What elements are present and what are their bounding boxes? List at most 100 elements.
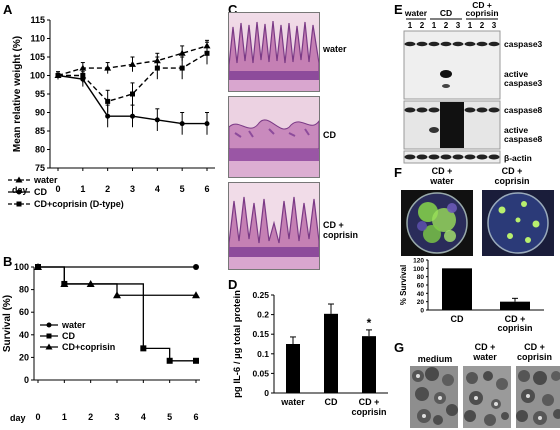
- a-legend-marker: [16, 201, 22, 207]
- a-point: [129, 60, 136, 67]
- histology-water-image: [229, 13, 319, 91]
- e-band: [440, 41, 452, 47]
- e-band: [452, 41, 464, 47]
- b-x-tick-label: 5: [167, 412, 172, 422]
- panel-letter-g: G: [394, 340, 405, 355]
- e-lane-label: 1: [408, 21, 413, 30]
- e-band: [404, 107, 416, 113]
- d-y-tick-label: 0: [264, 388, 269, 398]
- b-x-axis-label: day: [10, 413, 26, 423]
- chart-a-weight: 75808590951001051101150123456dayMean rel…: [8, 15, 215, 209]
- b-point: [193, 357, 199, 364]
- a-x-tick-label: 4: [155, 184, 160, 194]
- e-band: [488, 154, 500, 160]
- b-y-axis-label: Survival (%): [2, 295, 13, 352]
- histology-cd-coprisin: [228, 182, 320, 270]
- f-category-label: CD + coprisin: [497, 314, 532, 333]
- a-y-tick-label: 90: [35, 108, 45, 118]
- a-point: [204, 121, 210, 127]
- e-band-active: [440, 102, 464, 148]
- e-band: [476, 107, 488, 113]
- e-band-label: active caspase3: [504, 69, 543, 88]
- e-lane-label: 3: [492, 21, 497, 30]
- e-group-label: CD: [440, 8, 452, 18]
- e-lane-label: 2: [480, 21, 485, 30]
- b-y-tick-label: 100: [14, 262, 29, 272]
- cell-label-cd-water: CD + water: [473, 342, 497, 362]
- a-point: [154, 117, 160, 123]
- e-band-active: [429, 127, 439, 133]
- histology-water: [228, 12, 320, 92]
- f-category-label: CD: [451, 314, 464, 324]
- e-band: [464, 154, 476, 160]
- b-point: [192, 291, 200, 299]
- e-band: [488, 41, 500, 47]
- d-y-tick-label: 0.1: [257, 349, 269, 359]
- a-point: [130, 91, 135, 97]
- e-band: [452, 154, 464, 160]
- plate-label-cd-coprisin: CD + coprisin: [494, 166, 530, 186]
- b-point: [86, 279, 95, 287]
- a-x-tick-label: 0: [55, 184, 60, 194]
- a-y-tick-label: 75: [35, 163, 45, 173]
- histology-cd-image: [229, 97, 319, 177]
- a-point: [105, 98, 111, 104]
- a-y-tick-label: 85: [35, 126, 45, 136]
- plate-label-cd-water: CD + water: [430, 166, 454, 186]
- a-point: [104, 64, 112, 71]
- e-blot-caspase3: [403, 30, 501, 100]
- a-point: [80, 73, 86, 78]
- histology-label-water: water: [323, 44, 347, 54]
- a-point: [105, 113, 111, 119]
- e-band: [440, 154, 452, 160]
- e-lane-label: 1: [468, 21, 473, 30]
- a-point: [130, 113, 135, 119]
- histology-cd-coprisin-image: [229, 183, 319, 269]
- b-x-tick-label: 4: [141, 412, 146, 422]
- b-y-tick-label: 80: [19, 285, 29, 295]
- d-significance-annotation: *: [367, 316, 372, 330]
- b-series-1: [35, 264, 199, 364]
- panel-letter-f: F: [394, 165, 402, 180]
- e-band: [488, 107, 500, 113]
- f-y-tick-label: 0: [420, 308, 424, 315]
- a-y-tick-label: 110: [30, 34, 45, 44]
- cell-label-medium: medium: [417, 354, 453, 364]
- d-bar: [286, 344, 300, 393]
- d-y-tick-label: 0.15: [252, 329, 269, 339]
- d-bar: [362, 336, 376, 393]
- b-legend-marker: [46, 333, 52, 339]
- b-point: [166, 357, 173, 364]
- e-band: [428, 107, 440, 113]
- e-band-label: caspase8: [504, 105, 543, 115]
- b-point: [34, 263, 42, 270]
- b-x-tick-label: 1: [62, 412, 67, 422]
- b-legend-label: CD+coprisin: [62, 342, 115, 352]
- b-x-tick-label: 2: [88, 412, 93, 422]
- f-y-tick-label: 80: [417, 274, 425, 281]
- d-y-tick-label: 0.25: [252, 290, 269, 300]
- e-lane-label: 2: [420, 21, 425, 30]
- e-band: [476, 154, 488, 160]
- e-band: [464, 107, 476, 113]
- b-point: [193, 264, 199, 270]
- panel-letter-b: B: [3, 254, 13, 269]
- e-band-label: β-actin: [504, 153, 532, 163]
- e-group-label: CD + coprisin: [465, 0, 498, 18]
- a-y-tick-label: 95: [35, 89, 45, 99]
- e-band: [404, 41, 416, 47]
- f-bar: [500, 301, 530, 310]
- e-band: [416, 107, 428, 113]
- a-point: [55, 73, 61, 78]
- a-y-tick-label: 100: [30, 71, 45, 81]
- panel-letter-d: D: [228, 277, 238, 292]
- d-bar: [324, 313, 338, 393]
- b-y-tick-label: 0: [24, 375, 29, 385]
- b-x-tick-label: 6: [193, 412, 198, 422]
- b-x-tick-label: 0: [35, 412, 40, 422]
- f-y-tick-label: 20: [417, 299, 425, 306]
- a-y-tick-label: 80: [35, 145, 45, 155]
- panel-letter-e: E: [394, 2, 403, 17]
